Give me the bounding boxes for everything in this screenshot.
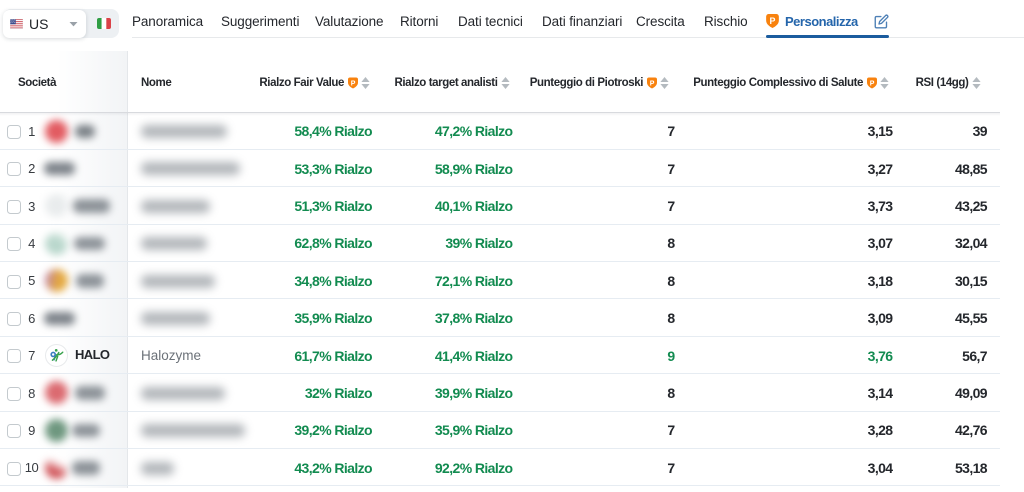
svg-text:P: P bbox=[869, 80, 874, 87]
svg-text:P: P bbox=[770, 15, 776, 25]
svg-text:P: P bbox=[649, 80, 654, 87]
svg-text:P: P bbox=[350, 80, 355, 87]
